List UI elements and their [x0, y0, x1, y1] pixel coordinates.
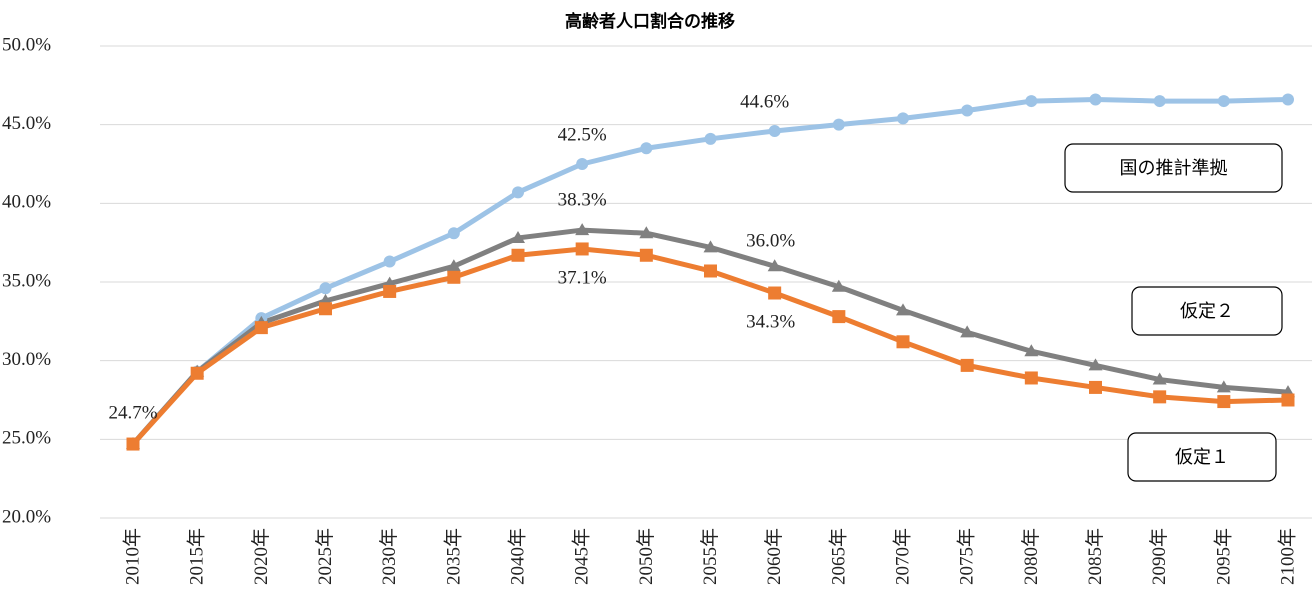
x-tick-label: 2065年: [827, 528, 849, 585]
marker: [704, 264, 717, 278]
marker: [447, 227, 460, 240]
marker: [960, 358, 974, 372]
marker: [1089, 93, 1102, 106]
marker: [961, 104, 974, 117]
marker: [1282, 93, 1294, 106]
marker: [1153, 95, 1166, 108]
marker: [704, 132, 717, 145]
line: [131, 227, 1289, 446]
chart-title: 高齢者人口割合の推移: [565, 11, 735, 32]
x-tick-label: 2080年: [1020, 528, 1042, 585]
marker: [1088, 358, 1103, 371]
data-label: 44.6%: [740, 91, 789, 112]
marker: [576, 158, 589, 170]
marker: [1217, 95, 1230, 108]
x-tick-label: 2075年: [956, 528, 978, 585]
marker: [575, 242, 589, 256]
marker: [831, 279, 846, 292]
data-label: 34.3%: [746, 311, 795, 332]
x-tick-label: 2100年: [1277, 528, 1299, 585]
marker: [767, 259, 782, 272]
marker: [319, 282, 332, 295]
marker: [639, 226, 654, 239]
x-tick-label: 2035年: [442, 528, 464, 585]
y-tick-label: 40.0%: [2, 192, 51, 213]
marker: [383, 255, 396, 268]
x-tick-label: 2010年: [122, 528, 144, 585]
legend-item: 国の推計準拠: [1064, 143, 1283, 193]
marker: [446, 259, 461, 272]
marker: [511, 248, 525, 262]
x-tick-label: 2055年: [699, 528, 721, 585]
marker: [1217, 395, 1231, 409]
legend-item: 仮定２: [1131, 286, 1283, 336]
marker: [512, 186, 524, 199]
marker: [254, 321, 268, 335]
legend-label: 仮定２: [1180, 301, 1234, 322]
x-tick-label: 2050年: [635, 528, 657, 585]
marker: [768, 286, 782, 300]
legend-item: 仮定１: [1127, 432, 1277, 482]
line: [131, 246, 1289, 446]
x-tick-label: 2030年: [378, 528, 400, 585]
data-label: 36.0%: [746, 231, 795, 252]
legend-label: 仮定１: [1175, 447, 1229, 468]
x-tick-label: 2025年: [314, 528, 336, 585]
marker: [1024, 371, 1038, 385]
data-label: 38.3%: [558, 189, 607, 210]
marker: [1216, 380, 1231, 393]
data-label: 42.5%: [558, 124, 607, 145]
marker: [447, 270, 461, 284]
marker: [1025, 95, 1038, 108]
marker: [896, 335, 910, 349]
marker: [832, 118, 845, 131]
x-tick-label: 2095年: [1212, 528, 1234, 585]
x-tick-label: 2085年: [1084, 528, 1106, 585]
marker: [383, 284, 397, 298]
x-tick-label: 2060年: [763, 528, 785, 585]
marker: [1281, 393, 1295, 407]
marker: [639, 248, 653, 262]
marker: [511, 230, 525, 243]
marker: [575, 223, 590, 236]
x-tick-label: 2020年: [250, 528, 272, 585]
data-label: 37.1%: [558, 267, 607, 288]
marker: [1152, 372, 1167, 385]
marker: [896, 303, 910, 316]
y-tick-label: 45.0%: [2, 113, 51, 134]
y-tick-label: 35.0%: [2, 270, 51, 291]
marker: [1089, 380, 1102, 394]
data-label: 24.7%: [108, 402, 157, 423]
marker: [832, 310, 846, 324]
y-tick-label: 20.0%: [2, 506, 51, 527]
y-tick-label: 30.0%: [2, 349, 51, 370]
x-tick-label: 2015年: [186, 528, 208, 585]
marker: [960, 325, 975, 338]
marker: [1153, 390, 1167, 404]
legend-label: 国の推計準拠: [1120, 158, 1228, 179]
legend-box: [1064, 143, 1283, 193]
marker: [640, 142, 653, 155]
marker: [768, 124, 781, 137]
y-tick-label: 25.0%: [2, 428, 51, 449]
marker: [897, 112, 909, 125]
marker: [190, 366, 204, 380]
marker: [1024, 344, 1039, 357]
legend-box: [1131, 286, 1283, 336]
marker: [126, 437, 140, 451]
x-tick-label: 2045年: [571, 528, 593, 585]
marker: [319, 302, 332, 316]
legend-box: [1127, 432, 1277, 482]
x-tick-label: 2090年: [1148, 528, 1170, 585]
y-tick-label: 50.0%: [2, 34, 51, 55]
x-tick-label: 2070年: [892, 528, 914, 585]
marker: [703, 240, 718, 253]
x-tick-label: 2040年: [507, 528, 529, 585]
